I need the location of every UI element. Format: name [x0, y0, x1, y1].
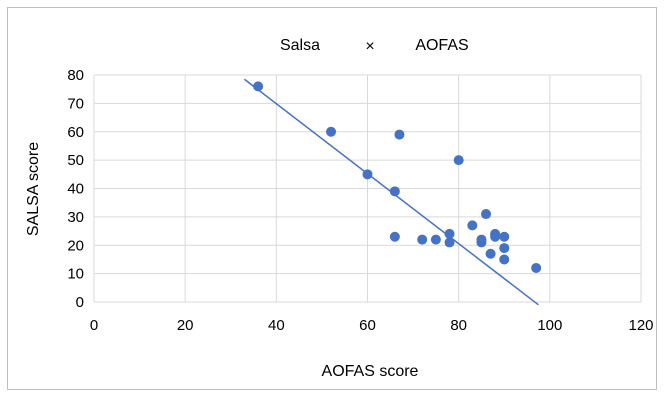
x-tick-label-2: 40	[268, 317, 285, 334]
y-tick-label-3: 30	[67, 209, 84, 226]
data-point-2	[362, 169, 373, 180]
y-tick-label-2: 20	[67, 237, 84, 254]
y-tick-label-0: 0	[76, 294, 84, 311]
x-axis-label: AOFAS score	[322, 363, 419, 380]
data-point-18	[499, 231, 510, 242]
data-point-13	[476, 237, 487, 248]
y-tick-label-1: 10	[67, 266, 84, 283]
data-point-14	[481, 209, 492, 220]
chart-title-right: AOFAS	[415, 37, 468, 54]
chart-title-mid: ×	[365, 38, 374, 55]
x-tick-label-5: 100	[537, 317, 562, 334]
data-point-20	[499, 254, 510, 265]
data-points	[253, 81, 542, 273]
y-axis-label: SALSA score	[25, 142, 42, 236]
data-point-10	[453, 155, 464, 166]
x-tick-labels: 0 20 40 60 80 100 120	[90, 317, 654, 334]
chart-frame	[7, 7, 657, 390]
data-point-9	[444, 237, 455, 248]
y-tick-labels: 0 10 20 30 40 50 60 70 80	[67, 67, 84, 311]
y-tick-label-5: 50	[67, 152, 84, 169]
y-tick-label-7: 70	[67, 95, 84, 112]
x-tick-label-0: 0	[90, 317, 98, 334]
data-point-4	[389, 231, 400, 242]
x-tick-label-6: 120	[628, 317, 653, 334]
data-point-3	[389, 186, 400, 197]
grid-lines	[93, 74, 642, 303]
data-point-19	[499, 243, 510, 254]
y-tick-label-8: 80	[67, 67, 84, 84]
data-point-6	[417, 234, 428, 245]
data-point-15	[485, 248, 496, 259]
x-tick-label-4: 80	[450, 317, 467, 334]
data-point-1	[326, 126, 337, 137]
data-point-0	[253, 81, 264, 92]
data-point-8	[444, 228, 455, 239]
data-point-17	[490, 231, 501, 242]
data-point-7	[430, 234, 441, 245]
y-tick-label-6: 60	[67, 124, 84, 141]
x-tick-label-3: 60	[359, 317, 376, 334]
data-point-11	[467, 220, 478, 231]
chart-title-left: Salsa	[280, 37, 320, 54]
y-tick-label-4: 40	[67, 181, 84, 198]
data-point-5	[394, 129, 405, 140]
x-tick-label-1: 20	[177, 317, 194, 334]
data-point-21	[531, 262, 542, 273]
